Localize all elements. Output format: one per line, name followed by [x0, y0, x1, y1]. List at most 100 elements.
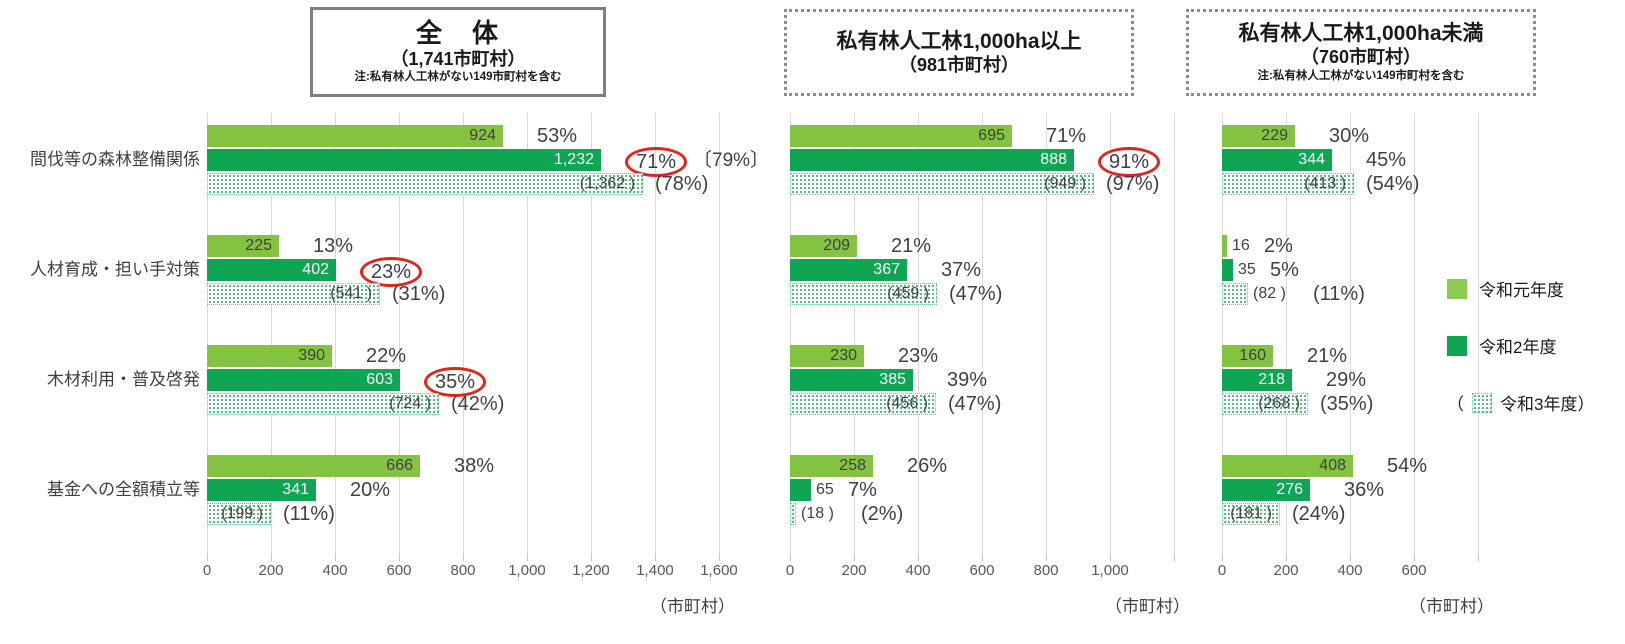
bar-series3-令和3年度: (268 ): [1222, 393, 1308, 415]
axis-tick: [1046, 555, 1047, 561]
legend-item-reiwa3: （ 令和3年度 ）: [1447, 390, 1594, 415]
bar-value-label: (181 ): [1230, 505, 1272, 522]
bar-value-label: (459 ): [887, 285, 929, 302]
axis-tick: [463, 555, 464, 561]
percent-label: (24%): [1292, 503, 1346, 525]
panel-title-box-under1000ha: 私有林人工林1,000ha未満 （760市町村） 注:私有林人工林がない149市…: [1186, 9, 1536, 96]
axis-tick: [1286, 555, 1287, 561]
bar-value-label: 16: [1232, 237, 1250, 254]
percent-label: 13%: [313, 235, 354, 257]
percent-label: (54%): [1366, 173, 1420, 195]
percent-label: (35%): [1320, 393, 1374, 415]
bar-series1-令和元年度: 666: [207, 455, 420, 477]
bar-series1-令和元年度: 695: [790, 125, 1012, 147]
axis-tick: [335, 555, 336, 561]
axis-tick-label: 200: [841, 562, 867, 579]
panel-title: 全 体: [415, 17, 500, 48]
bar-value-label: 666: [386, 457, 413, 474]
percent-label: (31%): [392, 283, 446, 305]
axis-tick-label: 1,000: [508, 562, 546, 579]
axis-tick: [719, 555, 720, 561]
bar-series1-令和元年度: 229: [1222, 125, 1295, 147]
axis-tick-label: 600: [1401, 562, 1427, 579]
category-label-wood-use: 木材利用・普及啓発: [47, 370, 200, 389]
percent-label: 21%: [1307, 345, 1348, 367]
percent-label: (42%): [451, 393, 505, 415]
axis-tick: [982, 555, 983, 561]
axis-tick: [854, 555, 855, 561]
panel-subtitle: （981市町村）: [898, 54, 1020, 75]
axis-tick: [399, 555, 400, 561]
bar-series3-令和3年度: (949 ): [790, 173, 1094, 195]
category-label-forest-maintenance: 間伐等の森林整備関係: [30, 150, 200, 169]
legend-swatch-dotted: [1472, 392, 1492, 413]
percent-label-circled: 23%: [360, 257, 423, 287]
category-label-human-resources: 人材育成・担い手対策: [30, 260, 200, 279]
bar-value-label: (18 ): [801, 505, 834, 522]
legend-item-reiwa2: 令和2年度: [1447, 333, 1556, 358]
axis-tick-label: 1,600: [700, 562, 738, 579]
bar-series1-令和元年度: 390: [207, 345, 332, 367]
percent-label: 45%: [1366, 149, 1407, 171]
bar-value-label: 402: [302, 261, 329, 278]
bar-value-label: (949 ): [1044, 175, 1086, 192]
legend-label: 令和2年度: [1479, 338, 1557, 357]
gridline: [271, 113, 272, 555]
bar-series2-令和2年度: [1222, 259, 1233, 281]
bar-value-label: 924: [469, 127, 496, 144]
gridline: [982, 113, 983, 555]
panel-note: 注:私有林人工林がない149市町村を含む: [1257, 69, 1465, 82]
gridline: [1046, 113, 1047, 555]
bar-value-label: (268 ): [1258, 395, 1300, 412]
bar-value-label: (413 ): [1304, 175, 1346, 192]
category-label-fund-reserve: 基金への全額積立等: [47, 480, 200, 499]
bar-series3-令和3年度: (413 ): [1222, 173, 1354, 195]
percent-label: (2%): [861, 503, 904, 525]
axis-tick-label: 200: [1273, 562, 1299, 579]
bar-value-label: 603: [366, 371, 393, 388]
axis-tick-label: 0: [785, 562, 795, 579]
gridline: [1414, 113, 1415, 555]
percent-label: 22%: [366, 345, 407, 367]
bar-series2-令和2年度: 888: [790, 149, 1074, 171]
axis-tick-label: 200: [258, 562, 284, 579]
bar-series3-令和3年度: (181 ): [1222, 503, 1280, 525]
percent-label: (78%): [655, 173, 709, 195]
gridline: [918, 113, 919, 555]
axis-tick-label: 0: [202, 562, 212, 579]
axis-tick: [591, 555, 592, 561]
bar-value-label: 276: [1276, 481, 1303, 498]
gridline: [591, 113, 592, 555]
legend-open-paren: （: [1447, 395, 1464, 414]
red-circle-annotation: 23%: [360, 257, 423, 287]
bar-series2-令和2年度: 344: [1222, 149, 1332, 171]
bar-series3-令和3年度: [1222, 283, 1248, 305]
gridline: [1222, 113, 1223, 555]
axis-tick: [918, 555, 919, 561]
bar-series2-令和2年度: 276: [1222, 479, 1310, 501]
axis-tick: [655, 555, 656, 561]
percent-label: 54%: [1387, 455, 1428, 477]
panel-title-box-over1000ha: 私有林人工林1,000ha以上 （981市町村）: [784, 9, 1134, 96]
gridline: [207, 113, 208, 555]
bar-series1-令和元年度: 408: [1222, 455, 1353, 477]
gridline: [790, 113, 791, 555]
bar-value-label: (456 ): [886, 395, 928, 412]
axis-tick: [527, 555, 528, 561]
axis-tick-label: 600: [386, 562, 412, 579]
legend-item-reiwa1: 令和元年度: [1447, 276, 1564, 301]
axis-tick-label: 400: [322, 562, 348, 579]
percent-label: 21%: [891, 235, 932, 257]
percent-label: 53%: [537, 125, 578, 147]
bar-series3-令和3年度: (1,362 ): [207, 173, 643, 195]
axis-tick: [1174, 555, 1175, 561]
percent-label: 37%: [941, 259, 982, 281]
bar-series1-令和元年度: 209: [790, 235, 857, 257]
bar-series1-令和元年度: 230: [790, 345, 864, 367]
axis-tick-label: 800: [1033, 562, 1059, 579]
gridline: [1174, 113, 1175, 555]
bar-value-label: 258: [839, 457, 866, 474]
percent-label: 26%: [907, 455, 948, 477]
bar-value-label: 218: [1258, 371, 1285, 388]
